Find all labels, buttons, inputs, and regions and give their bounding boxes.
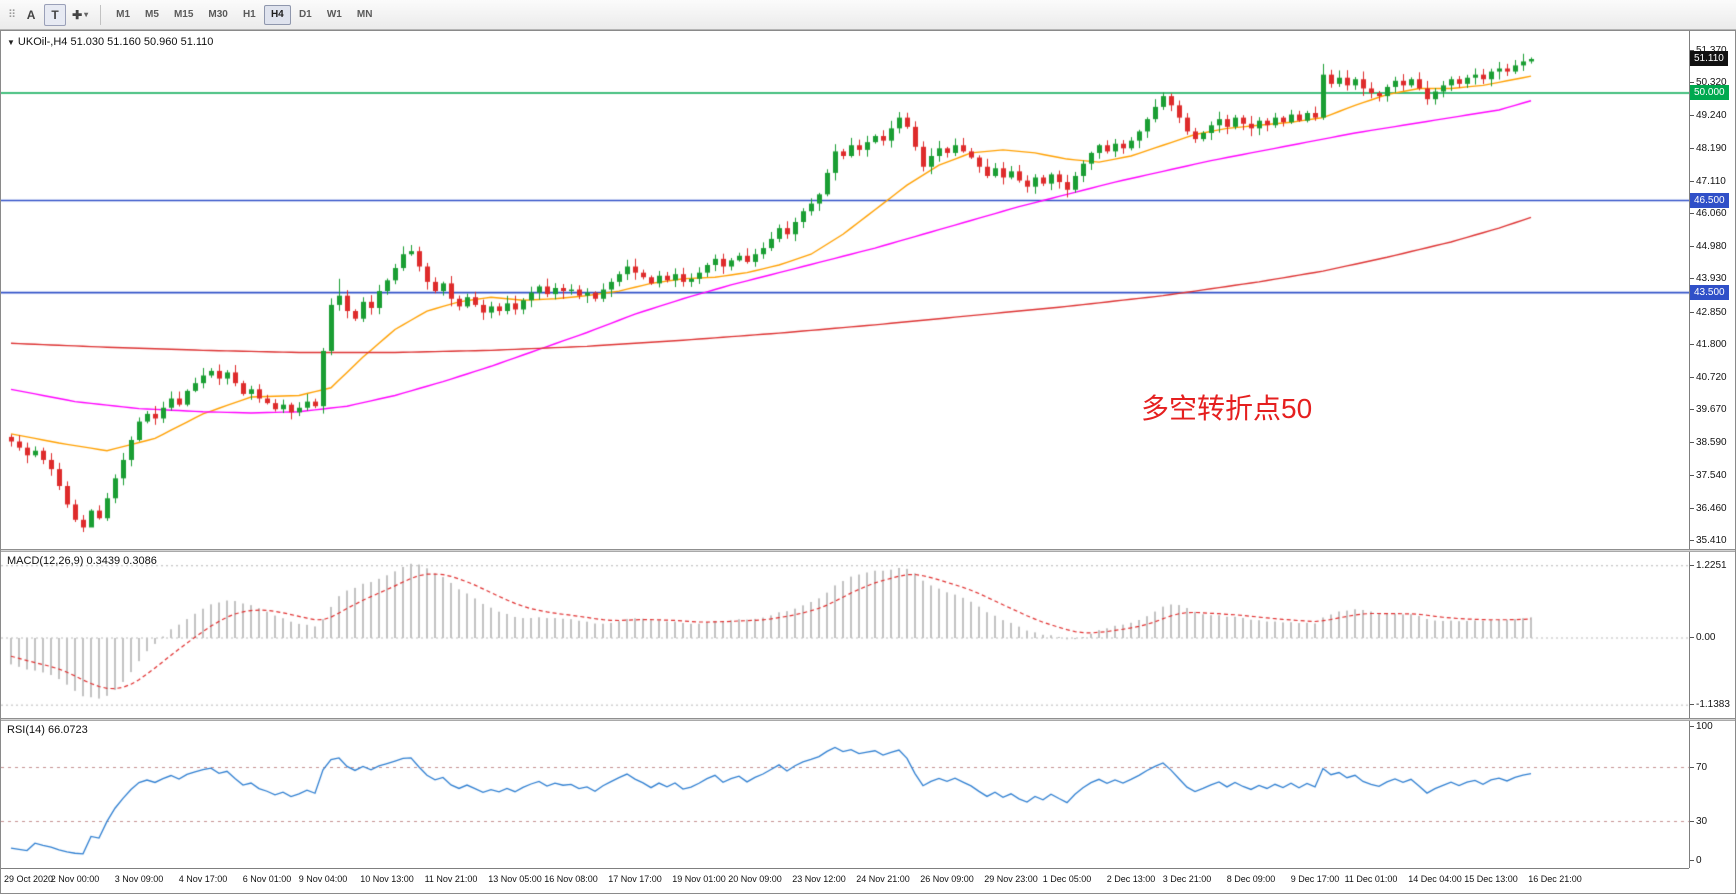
level-price-badge: 46.500 bbox=[1690, 192, 1729, 208]
time-axis-label: 20 Nov 09:00 bbox=[728, 874, 782, 884]
time-axis-label: 14 Dec 04:00 bbox=[1408, 874, 1462, 884]
time-axis-label: 2 Dec 13:00 bbox=[1106, 874, 1156, 884]
time-axis-label: 29 Oct 2020 bbox=[4, 874, 54, 884]
time-axis-label: 15 Dec 13:00 bbox=[1464, 874, 1518, 884]
main-toolbar: ⠿ A T ✚ ▾ M1 M5 M15 M30 H1 H4 D1 W1 MN bbox=[0, 0, 1736, 30]
rsi-indicator-canvas[interactable] bbox=[1, 721, 1689, 868]
level-price-badge: 43.500 bbox=[1690, 284, 1729, 300]
time-axis-label: 17 Nov 17:00 bbox=[608, 874, 662, 884]
crosshair-icon: ✚ bbox=[72, 7, 83, 22]
timeframe-button-h1[interactable]: H1 bbox=[236, 5, 263, 25]
price-axis-label: 37.540 bbox=[1690, 469, 1727, 481]
time-axis-label: 3 Dec 21:00 bbox=[1162, 874, 1212, 884]
macd-label: MACD(12,26,9) 0.3439 0.3086 bbox=[7, 555, 157, 567]
text-tool-button[interactable]: T bbox=[44, 3, 67, 26]
pane-separator-macd[interactable] bbox=[1, 549, 1735, 552]
time-axis-label: 1 Dec 05:00 bbox=[1042, 874, 1092, 884]
price-axis-label: 42.850 bbox=[1690, 306, 1727, 318]
price-axis-label: 48.190 bbox=[1690, 142, 1727, 154]
time-axis-label: 11 Nov 21:00 bbox=[424, 874, 478, 884]
price-axis-label: 41.800 bbox=[1690, 338, 1727, 350]
macd-axis-label: 1.2251 bbox=[1690, 559, 1727, 571]
time-axis-label: 4 Nov 17:00 bbox=[178, 874, 228, 884]
text-label-tool-button[interactable]: A bbox=[20, 4, 42, 26]
collapse-triangle-icon[interactable]: ▼ bbox=[7, 38, 15, 47]
time-axis-label: 23 Nov 12:00 bbox=[792, 874, 846, 884]
rsi-axis-label: 100 bbox=[1690, 721, 1713, 732]
timeframe-button-w1[interactable]: W1 bbox=[320, 5, 349, 25]
pane-separator-rsi[interactable] bbox=[1, 718, 1735, 721]
price-axis-label: 35.410 bbox=[1690, 534, 1727, 546]
time-axis-label: 26 Nov 09:00 bbox=[920, 874, 974, 884]
time-axis-label: 24 Nov 21:00 bbox=[856, 874, 910, 884]
macd-axis-label: 0.00 bbox=[1689, 632, 1716, 643]
rsi-axis-label: 30 bbox=[1689, 815, 1708, 827]
macd-axis-label: -1.1383 bbox=[1690, 699, 1730, 711]
time-axis-label: 16 Nov 08:00 bbox=[544, 874, 598, 884]
time-axis-label: 2 Nov 00:00 bbox=[50, 874, 100, 884]
time-axis-label: 6 Nov 01:00 bbox=[242, 874, 292, 884]
time-axis-label: 8 Dec 09:00 bbox=[1226, 874, 1276, 884]
price-axis-label: 50.320 bbox=[1690, 77, 1727, 89]
timeframe-button-m15[interactable]: M15 bbox=[167, 5, 200, 25]
macd-scale[interactable]: 1.2251 0.00 -1.1383 bbox=[1689, 552, 1735, 718]
level-price-badge: 50.000 bbox=[1690, 85, 1729, 101]
price-scale[interactable]: 51.370 50.320 49.240 48.190 47.110 46.060 44.9… bbox=[1689, 31, 1735, 549]
toolbar-separator bbox=[100, 4, 102, 25]
price-axis-label: 38.590 bbox=[1690, 437, 1727, 449]
chevron-down-icon: ▾ bbox=[84, 10, 89, 19]
crosshair-tool-button[interactable]: ✚ ▾ bbox=[68, 4, 92, 26]
rsi-axis-label: 70 bbox=[1689, 761, 1708, 773]
price-axis-label: 39.670 bbox=[1690, 404, 1727, 416]
price-axis-label: 44.980 bbox=[1690, 241, 1727, 253]
macd-indicator-canvas[interactable] bbox=[1, 552, 1689, 718]
price-axis-label: 40.720 bbox=[1690, 371, 1727, 383]
timeframe-button-d1[interactable]: D1 bbox=[292, 5, 319, 25]
toolbar-grip-icon[interactable]: ⠿ bbox=[8, 9, 16, 21]
time-axis-label: 3 Nov 09:00 bbox=[114, 874, 164, 884]
time-axis-label: 16 Dec 21:00 bbox=[1528, 874, 1582, 884]
time-axis-label: 29 Nov 23:00 bbox=[984, 874, 1038, 884]
current-price-badge: 51.110 bbox=[1690, 50, 1728, 66]
time-axis-label: 19 Nov 01:00 bbox=[672, 874, 726, 884]
time-axis-label: 13 Nov 05:00 bbox=[488, 874, 542, 884]
rsi-scale[interactable]: 100 70 30 0 bbox=[1689, 721, 1735, 868]
time-axis-label: 9 Nov 04:00 bbox=[298, 874, 348, 884]
timeframe-button-m30[interactable]: M30 bbox=[201, 5, 234, 25]
price-axis-label: 51.370 bbox=[1690, 45, 1727, 56]
price-axis-label: 49.240 bbox=[1690, 110, 1727, 122]
chart-window: ▼ UKOil-,H4 51.030 51.160 50.960 51.110 多… bbox=[0, 30, 1736, 894]
time-axis-label: 11 Dec 01:00 bbox=[1344, 874, 1398, 884]
timeframe-button-h4[interactable]: H4 bbox=[263, 4, 291, 25]
timeframe-button-m5[interactable]: M5 bbox=[138, 5, 166, 25]
chart-annotation-text: 多空转折点50 bbox=[1141, 393, 1313, 424]
rsi-axis-label: 0 bbox=[1690, 855, 1702, 866]
price-axis-label: 43.930 bbox=[1690, 273, 1727, 285]
price-axis-label: 46.060 bbox=[1690, 208, 1727, 220]
time-axis-label: 9 Dec 17:00 bbox=[1290, 874, 1340, 884]
time-axis[interactable]: 29 Oct 2020 2 Nov 00:00 3 Nov 09:00 4 Nov 1… bbox=[1, 868, 1689, 893]
price-axis-label: 36.460 bbox=[1690, 502, 1727, 514]
timeframe-button-m1[interactable]: M1 bbox=[109, 5, 137, 25]
ohlc-readout: UKOil-,H4 51.030 51.160 50.960 51.110 bbox=[17, 36, 214, 48]
chart-symbol-title: ▼ UKOil-,H4 51.030 51.160 50.960 51.110 bbox=[7, 36, 213, 48]
main-chart-canvas[interactable] bbox=[1, 31, 1689, 549]
timeframe-toolbar: M1 M5 M15 M30 H1 H4 D1 W1 MN bbox=[109, 4, 380, 25]
rsi-label: RSI(14) 66.0723 bbox=[7, 724, 88, 736]
timeframe-button-mn[interactable]: MN bbox=[350, 5, 380, 25]
price-axis-label: 47.110 bbox=[1690, 175, 1726, 187]
time-axis-label: 10 Nov 13:00 bbox=[360, 874, 414, 884]
